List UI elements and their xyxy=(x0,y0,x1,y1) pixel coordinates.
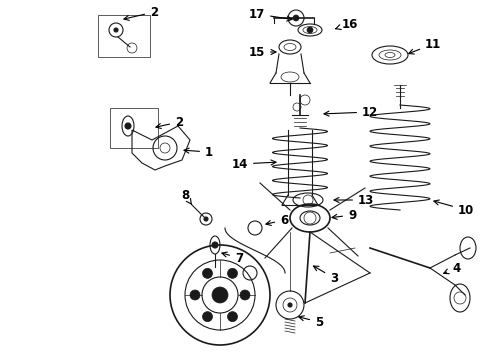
Circle shape xyxy=(227,312,238,321)
Text: 14: 14 xyxy=(232,158,276,171)
Text: 1: 1 xyxy=(184,145,213,158)
Text: 9: 9 xyxy=(332,208,356,221)
Text: 3: 3 xyxy=(314,266,338,284)
Bar xyxy=(110,108,158,148)
Text: 11: 11 xyxy=(409,37,441,54)
Text: 12: 12 xyxy=(324,105,378,118)
Circle shape xyxy=(190,290,200,300)
Text: 15: 15 xyxy=(248,45,276,59)
Circle shape xyxy=(202,268,213,278)
Text: 13: 13 xyxy=(334,194,374,207)
Circle shape xyxy=(125,123,131,129)
Text: 4: 4 xyxy=(443,261,460,274)
Text: 8: 8 xyxy=(181,189,192,204)
Text: 10: 10 xyxy=(434,200,474,216)
Circle shape xyxy=(293,15,299,21)
Text: 5: 5 xyxy=(299,315,323,328)
Text: 17: 17 xyxy=(249,8,292,21)
Circle shape xyxy=(114,28,118,32)
Circle shape xyxy=(202,312,213,321)
Circle shape xyxy=(227,268,238,278)
Circle shape xyxy=(212,287,228,303)
Text: 16: 16 xyxy=(336,18,358,31)
Circle shape xyxy=(307,27,313,33)
Text: 2: 2 xyxy=(124,5,158,21)
Text: 2: 2 xyxy=(156,116,183,129)
Circle shape xyxy=(204,217,208,221)
Text: 6: 6 xyxy=(266,213,288,226)
Circle shape xyxy=(288,303,292,307)
Bar xyxy=(98,15,150,57)
Circle shape xyxy=(240,290,250,300)
Text: 7: 7 xyxy=(222,252,243,265)
Circle shape xyxy=(212,242,218,248)
